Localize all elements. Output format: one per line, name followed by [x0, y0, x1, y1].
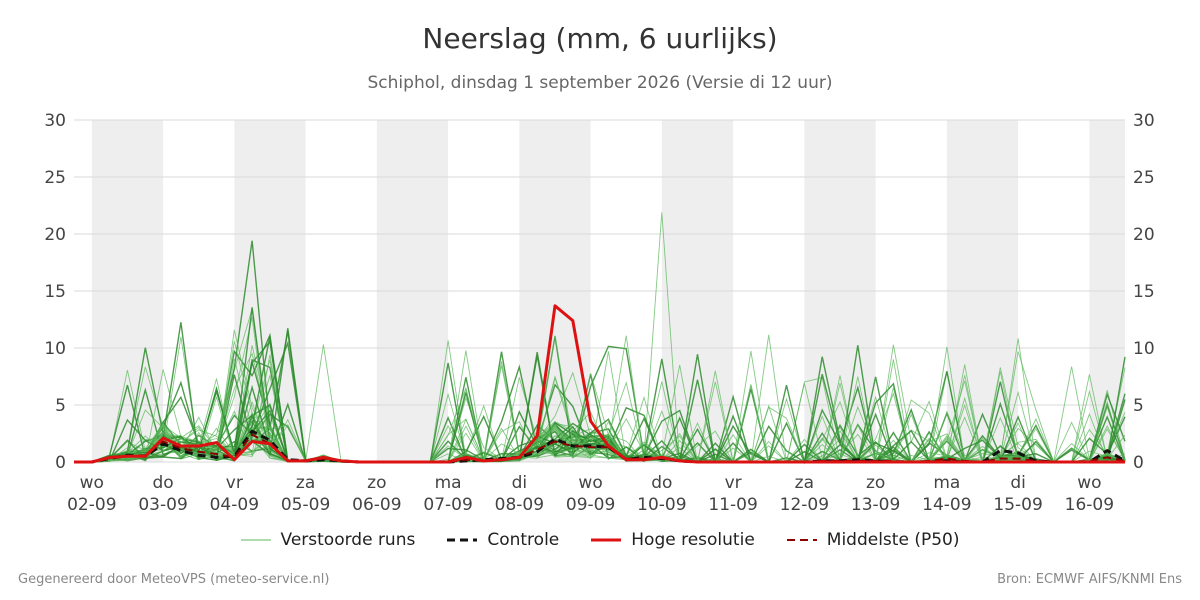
y-tick-left: 25: [44, 168, 66, 188]
x-tick-day: ma: [933, 473, 960, 493]
ensemble-run-line: [74, 328, 1126, 463]
x-tick-date: 15-09: [993, 495, 1042, 515]
y-tick-right: 25: [1133, 168, 1155, 188]
x-tick-day: di: [1010, 473, 1026, 493]
x-tick-date: 02-09: [67, 495, 116, 515]
y-tick-right: 30: [1133, 111, 1155, 131]
legend-swatch-perturbed: [240, 539, 271, 541]
ensemble-run-line: [74, 385, 1126, 463]
x-tick-date: 14-09: [922, 495, 971, 515]
main-series: [74, 304, 1126, 464]
y-tick-right: 0: [1133, 453, 1144, 473]
x-tick-date: 10-09: [637, 495, 686, 515]
x-tick-date: 08-09: [495, 495, 544, 515]
legend-label-median: Middelste (P50): [826, 530, 960, 550]
y-tick-left: 30: [44, 111, 66, 131]
legend-swatch-control: [447, 538, 478, 542]
x-tick-date: 04-09: [210, 495, 259, 515]
legend-swatch-highres: [591, 538, 622, 542]
y-tick-left: 15: [44, 282, 66, 302]
footer-source: Bron: ECMWF AIFS/KNMI Ens: [997, 572, 1182, 587]
ensemble-run-line: [74, 346, 1126, 463]
y-tick-right: 20: [1133, 225, 1155, 245]
x-tick-date: 06-09: [352, 495, 401, 515]
x-tick-date: 16-09: [1065, 495, 1114, 515]
x-tick-day: do: [651, 473, 672, 493]
series-line-middelste-p50: [74, 433, 1126, 463]
x-tick-day: za: [795, 473, 814, 493]
y-tick-right: 15: [1133, 282, 1155, 302]
series-line-hoge-resolutie: [74, 304, 1125, 464]
x-tick-date: 03-09: [138, 495, 187, 515]
x-tick-day: zo: [367, 473, 386, 493]
legend-label-highres: Hoge resolutie: [631, 530, 755, 550]
legend-item-median: Middelste (P50): [786, 530, 960, 550]
y-tick-left: 5: [55, 396, 66, 416]
chart-subtitle: Schiphol, dinsdag 1 september 2026 (Vers…: [367, 73, 833, 93]
legend-item-highres: Hoge resolutie: [591, 530, 755, 550]
x-tick-day: di: [512, 473, 528, 493]
x-tick-day: za: [296, 473, 315, 493]
x-tick-date: 05-09: [281, 495, 330, 515]
x-tick-day: vr: [725, 473, 742, 493]
x-tick-day: do: [152, 473, 173, 493]
y-tick-right: 10: [1133, 339, 1155, 359]
x-tick-day: wo: [1077, 473, 1101, 493]
x-tick-date: 12-09: [780, 495, 829, 515]
y-tick-right: 5: [1133, 396, 1144, 416]
y-tick-left: 10: [44, 339, 66, 359]
legend-label-perturbed: Verstoorde runs: [280, 530, 416, 550]
legend: Verstoorde runs Controle Hoge resolutie …: [0, 530, 1200, 550]
chart-title: Neerslag (mm, 6 uurlijks): [422, 22, 778, 55]
y-tick-left: 20: [44, 225, 66, 245]
x-tick-date: 09-09: [566, 495, 615, 515]
x-tick-day: vr: [226, 473, 243, 493]
x-tick-day: wo: [80, 473, 104, 493]
x-tick-day: zo: [866, 473, 885, 493]
legend-item-control: Controle: [447, 530, 559, 550]
legend-item-perturbed: Verstoorde runs: [240, 530, 416, 550]
legend-swatch-median: [786, 539, 817, 541]
x-tick-day: ma: [435, 473, 462, 493]
x-tick-date: 11-09: [708, 495, 757, 515]
x-tick-date: 07-09: [423, 495, 472, 515]
legend-label-control: Controle: [487, 530, 560, 550]
x-tick-day: wo: [578, 473, 602, 493]
x-tick-date: 13-09: [851, 495, 900, 515]
footer-generated-by: Gegenereerd door MeteoVPS (meteo-service…: [18, 572, 330, 587]
y-tick-left: 0: [55, 453, 66, 473]
